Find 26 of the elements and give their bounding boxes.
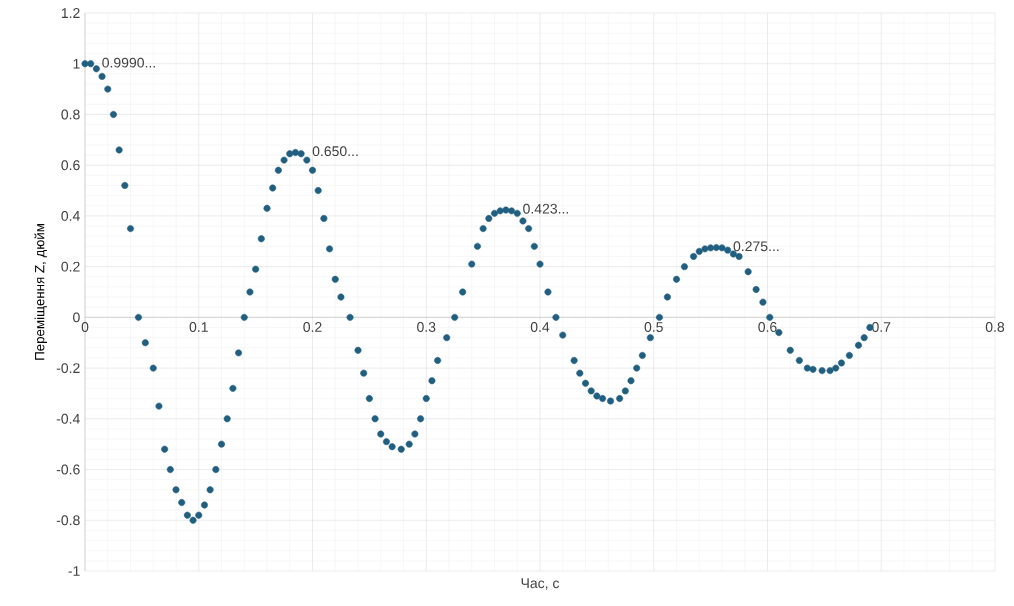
y-tick-label: 1.2 — [61, 8, 80, 18]
y-tick-label: -0.2 — [56, 363, 80, 374]
y-tick-label: 0.2 — [61, 261, 80, 272]
y-tick-label: -1 — [68, 566, 80, 576]
y-axis-title: Переміщення Z, дюйм — [34, 224, 48, 360]
annotation: 0.275... — [733, 241, 779, 252]
x-tick-label: 0.2 — [303, 322, 322, 332]
y-tick-label: -0.6 — [56, 464, 80, 475]
x-tick-label: 0.3 — [417, 322, 436, 332]
y-tick-label: 1 — [73, 58, 80, 69]
annotation: 0.650... — [312, 146, 358, 157]
annotation: 0.423... — [523, 203, 569, 214]
x-tick-label: 0 — [81, 322, 89, 332]
x-tick-label: 0.8 — [985, 322, 1005, 332]
x-axis-title: Час, с — [521, 578, 560, 590]
x-tick-label: 0.5 — [644, 322, 663, 332]
y-tick-label: -0.4 — [56, 413, 80, 424]
x-tick-label: 0.6 — [758, 322, 777, 332]
y-tick-label: 0.8 — [61, 109, 80, 120]
x-tick-label: 0.4 — [530, 322, 550, 332]
x-tick-label: 0.1 — [189, 322, 208, 332]
y-tick-label: 0.6 — [61, 160, 80, 171]
y-tick-label: 0.4 — [61, 210, 80, 221]
annotation: 0.9990... — [102, 57, 155, 68]
y-tick-label: 0 — [73, 312, 80, 323]
y-tick-label: -0.8 — [56, 515, 80, 526]
